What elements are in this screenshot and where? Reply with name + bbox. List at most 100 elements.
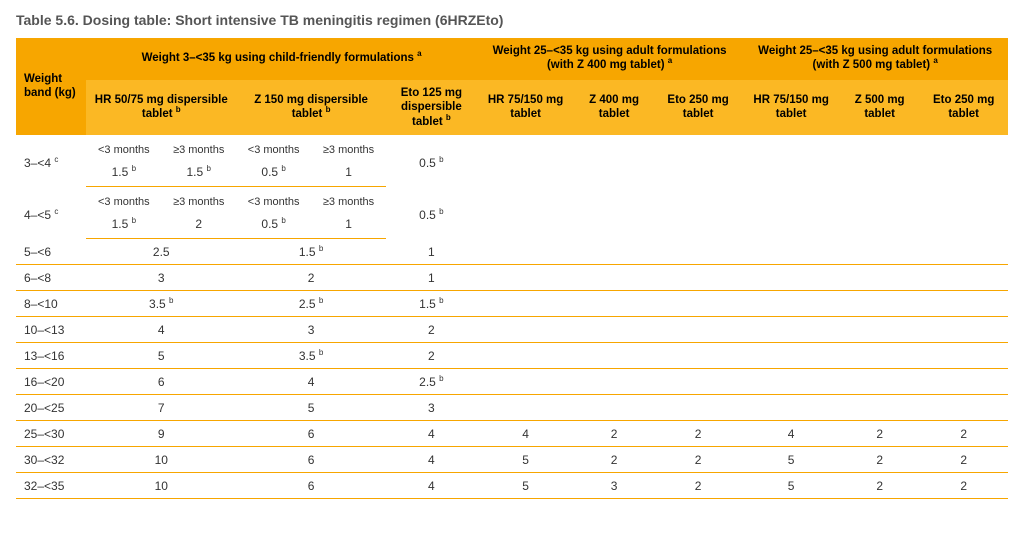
col-weight-band: Weight band (kg) xyxy=(16,38,86,135)
a-eto400: 2 xyxy=(654,447,743,473)
eto-cell: 2 xyxy=(386,317,477,343)
a-hr400: 4 xyxy=(477,421,575,447)
z-lt: 0.5 b xyxy=(236,161,311,187)
age-label: <3 months xyxy=(86,187,161,213)
a-eto400 xyxy=(654,369,743,395)
weight-band-cell: 16–<20 xyxy=(16,369,86,395)
table-row: 32–<351064532522 xyxy=(16,473,1008,499)
col-z-disp: Z 150 mg dispersible tablet b xyxy=(236,79,386,135)
age-label: <3 months xyxy=(236,135,311,161)
a-eto500: 2 xyxy=(919,421,1008,447)
blank xyxy=(477,135,575,187)
col-z400: Z 400 mg tablet xyxy=(574,79,653,135)
col-eto-disp: Eto 125 mg dispersible tablet b xyxy=(386,79,477,135)
hr-ge: 2 xyxy=(161,213,236,239)
a-z400 xyxy=(574,265,653,291)
hr-cell: 9 xyxy=(86,421,236,447)
a-hr500 xyxy=(742,239,840,265)
hr-cell: 7 xyxy=(86,395,236,421)
weight-band-cell: 30–<32 xyxy=(16,447,86,473)
blank xyxy=(477,187,575,239)
age-label: <3 months xyxy=(236,187,311,213)
a-hr500 xyxy=(742,317,840,343)
a-z400 xyxy=(574,291,653,317)
z-cell: 4 xyxy=(236,369,386,395)
table-row: 25–<30964422422 xyxy=(16,421,1008,447)
a-z400 xyxy=(574,369,653,395)
eto-cell: 2 xyxy=(386,343,477,369)
z-cell: 6 xyxy=(236,447,386,473)
weight-band-cell: 3–<4 c xyxy=(16,135,86,187)
a-eto500: 2 xyxy=(919,473,1008,499)
hr-lt: 1.5 b xyxy=(86,213,161,239)
a-z400 xyxy=(574,395,653,421)
a-z500 xyxy=(840,239,919,265)
age-label: ≥3 months xyxy=(311,187,386,213)
group-child-friendly: Weight 3–<35 kg using child-friendly for… xyxy=(86,38,476,79)
hr-cell: 10 xyxy=(86,447,236,473)
a-z500: 2 xyxy=(840,473,919,499)
z-ge: 1 xyxy=(311,213,386,239)
blank xyxy=(742,135,840,187)
a-hr500 xyxy=(742,291,840,317)
table-row: 13–<1653.5 b2 xyxy=(16,343,1008,369)
table-row: 30–<321064522522 xyxy=(16,447,1008,473)
hr-cell: 5 xyxy=(86,343,236,369)
a-hr400 xyxy=(477,265,575,291)
weight-band-cell: 25–<30 xyxy=(16,421,86,447)
hr-cell: 2.5 xyxy=(86,239,236,265)
blank xyxy=(742,187,840,239)
a-z500: 2 xyxy=(840,421,919,447)
weight-band-cell: 8–<10 xyxy=(16,291,86,317)
hr-cell: 4 xyxy=(86,317,236,343)
a-z500 xyxy=(840,395,919,421)
a-hr500: 4 xyxy=(742,421,840,447)
z-cell: 5 xyxy=(236,395,386,421)
hr-cell: 10 xyxy=(86,473,236,499)
a-hr500 xyxy=(742,343,840,369)
a-eto400 xyxy=(654,265,743,291)
weight-band-cell: 10–<13 xyxy=(16,317,86,343)
a-z400 xyxy=(574,343,653,369)
a-hr400: 5 xyxy=(477,473,575,499)
col-eto-a400: Eto 250 mg tablet xyxy=(654,79,743,135)
a-eto500 xyxy=(919,395,1008,421)
a-eto400 xyxy=(654,291,743,317)
a-eto400: 2 xyxy=(654,421,743,447)
a-z500 xyxy=(840,317,919,343)
eto-cell: 0.5 b xyxy=(386,187,477,239)
table-row: 16–<20642.5 b xyxy=(16,369,1008,395)
blank xyxy=(654,187,743,239)
a-z500 xyxy=(840,265,919,291)
a-z500 xyxy=(840,343,919,369)
age-label: <3 months xyxy=(86,135,161,161)
table-title: Table 5.6. Dosing table: Short intensive… xyxy=(16,12,1008,28)
z-lt: 0.5 b xyxy=(236,213,311,239)
a-z400: 2 xyxy=(574,421,653,447)
col-z500: Z 500 mg tablet xyxy=(840,79,919,135)
eto-cell: 0.5 b xyxy=(386,135,477,187)
eto-cell: 2.5 b xyxy=(386,369,477,395)
weight-band-cell: 4–<5 c xyxy=(16,187,86,239)
group-adult-z400: Weight 25–<35 kg using adult formulation… xyxy=(477,38,743,79)
z-cell: 2 xyxy=(236,265,386,291)
age-label: ≥3 months xyxy=(161,187,236,213)
a-eto400: 2 xyxy=(654,473,743,499)
blank xyxy=(840,187,919,239)
eto-cell: 1.5 b xyxy=(386,291,477,317)
table-row: 10–<13432 xyxy=(16,317,1008,343)
z-cell: 6 xyxy=(236,421,386,447)
a-eto500 xyxy=(919,369,1008,395)
a-eto400 xyxy=(654,343,743,369)
z-cell: 6 xyxy=(236,473,386,499)
eto-cell: 1 xyxy=(386,265,477,291)
table-row: 4–<5 c<3 months≥3 months<3 months≥3 mont… xyxy=(16,187,1008,213)
hr-cell: 6 xyxy=(86,369,236,395)
a-eto400 xyxy=(654,395,743,421)
weight-band-cell: 20–<25 xyxy=(16,395,86,421)
a-hr400: 5 xyxy=(477,447,575,473)
a-hr500 xyxy=(742,265,840,291)
col-hr-disp: HR 50/75 mg dispersible tablet b xyxy=(86,79,236,135)
hr-lt: 1.5 b xyxy=(86,161,161,187)
a-hr400 xyxy=(477,343,575,369)
